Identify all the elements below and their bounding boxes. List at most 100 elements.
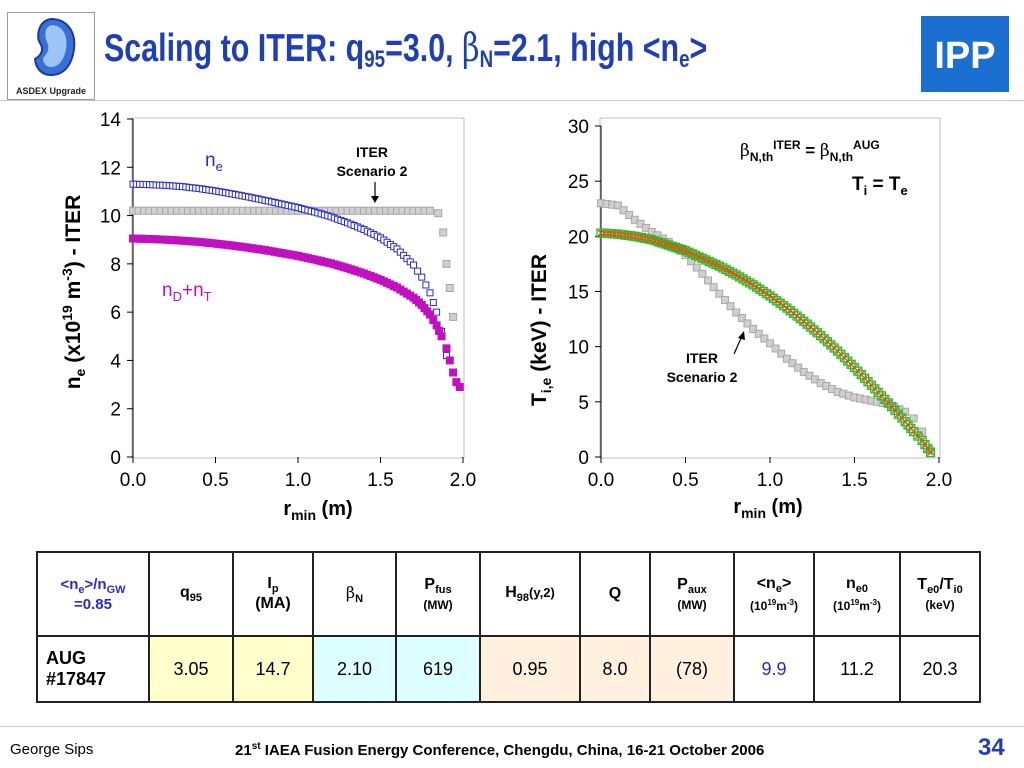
iter-temperature-point [743, 319, 752, 328]
iter-annotation-arrow [733, 335, 743, 355]
iter-temperature-point [788, 359, 797, 368]
iter-temperature-point [726, 302, 735, 311]
iter-temperature-point [777, 349, 786, 358]
asdex-upgrade-logo: ASDEX Upgrade [7, 12, 95, 100]
ne-point [426, 289, 434, 297]
nd-nt-point [449, 368, 458, 377]
iter-temperature-point [698, 269, 707, 278]
header-te0-ti0: Te0/Ti0 (keV) [899, 551, 981, 637]
iter-annotation-line2: Scenario 2 [667, 369, 738, 385]
iter-density-point [426, 206, 434, 215]
iter-density-point [434, 209, 443, 218]
ti-point [925, 447, 936, 458]
header-q95: q95 [148, 551, 234, 637]
te-point [742, 277, 750, 285]
te-point [773, 297, 781, 305]
iter-temperature-point [619, 206, 628, 215]
ti-point [903, 420, 913, 430]
iter-density-point [442, 259, 451, 268]
header-paux: Paux (MW) [649, 551, 735, 637]
left-x-axis-label: rmin (m) [283, 498, 352, 523]
x-tick-label: 1.0 [285, 470, 311, 491]
x-tick-label: 2.0 [450, 470, 476, 491]
iter-temperature-point [630, 215, 639, 224]
ti-point [900, 417, 910, 427]
x-tick-label: 0.0 [120, 470, 146, 491]
te-point [924, 445, 932, 452]
te-point [709, 259, 716, 267]
value-ne-avg: 9.9 [733, 635, 815, 703]
right-x-axis-label: rmin (m) [733, 496, 802, 521]
iter-density-point [439, 228, 448, 237]
te-point [918, 437, 926, 444]
temperature-profile-chart: 0 5 10 15 20 25 30 0.0 0.5 1.0 1.5 2.0 βN,thITER = … [528, 117, 952, 521]
te-point [749, 281, 757, 289]
row-label: AUG #17847 [36, 635, 150, 703]
y-tick-label: 20 [568, 227, 589, 248]
te-point [726, 267, 733, 275]
y-tick-label: 2 [110, 400, 121, 421]
ne-series-label: ne [205, 150, 223, 174]
y-tick-label: 25 [568, 172, 589, 193]
value-ip: 14.7 [232, 635, 314, 703]
ti-point [906, 423, 916, 433]
iter-temperature-point [625, 211, 634, 220]
y-tick-label: 4 [110, 351, 121, 372]
x-tick-label: 1.0 [757, 470, 783, 491]
header-divider [0, 100, 1024, 101]
page-number: 34 [978, 734, 1005, 761]
te-point [753, 283, 760, 291]
nd-nt-point [442, 344, 451, 353]
ne-point [410, 261, 417, 269]
y-tick-label: 15 [568, 283, 589, 304]
value-beta-n: 2.10 [312, 635, 397, 703]
te-point [759, 288, 767, 295]
logo-caption: ASDEX Upgrade [15, 86, 86, 96]
y-tick-label: 12 [100, 158, 121, 179]
te-point [682, 247, 689, 255]
parameter-table: <ne>/nGW =0.85 q95 Ip (MA) βN Pfus (MW) H98… [36, 551, 981, 703]
iter-temperature-point [715, 289, 724, 298]
te-point [695, 253, 703, 261]
iter-annotation-line1: ITER [686, 350, 718, 366]
iter-temperature-point [909, 414, 918, 423]
y-tick-label: 6 [110, 303, 121, 324]
x-tick-label: 0.5 [202, 470, 228, 491]
x-tick-label: 1.5 [841, 470, 867, 491]
y-tick-label: 10 [100, 207, 121, 228]
x-tick-label: 0.0 [588, 470, 614, 491]
value-q95: 3.05 [148, 635, 234, 703]
header-pfus: Pfus (MW) [395, 551, 481, 637]
nd-nt-series-label: nD+nT [162, 280, 212, 304]
te-point [685, 248, 693, 256]
te-point [732, 271, 740, 279]
plasma-cross-section-icon [33, 17, 76, 77]
header-ne-ngw: <ne>/nGW =0.85 [36, 551, 150, 637]
ne-point [429, 298, 437, 306]
iter-temperature-point [709, 283, 718, 292]
te-point [769, 294, 777, 302]
header-ne-avg: <ne> (1019m-3) [733, 551, 815, 637]
te-point [698, 254, 706, 262]
te-point [763, 290, 771, 298]
value-h98: 0.95 [479, 635, 581, 703]
density-profile-chart: 0 2 4 6 8 10 12 14 0.0 0.5 1.0 1.5 2.0 ne nD+nT ITER… [59, 110, 476, 523]
x-tick-label: 1.5 [367, 470, 393, 491]
te-point [712, 261, 720, 269]
x-tick-label: 2.0 [926, 470, 952, 491]
header-h98: H98(y,2) [479, 551, 581, 637]
te-point [688, 250, 696, 258]
iter-temperature-point [642, 223, 651, 232]
ti-te-annotation: Ti = Te [852, 174, 908, 198]
te-point [702, 256, 710, 264]
left-y-axis-label: ne (x1019 m-3) - ITER [59, 195, 88, 390]
iter-temperature-point [692, 263, 701, 272]
te-point [715, 262, 723, 270]
value-q: 8.0 [579, 635, 651, 703]
iter-annotation-arrowhead [371, 196, 379, 203]
table-header-row: <ne>/nGW =0.85 q95 Ip (MA) βN Pfus (MW) H98… [36, 551, 981, 637]
iter-temperature-point [749, 325, 758, 334]
beta-equality-annotation: βN,thITER = βN,thAUG [740, 138, 880, 164]
te-point [739, 275, 747, 283]
header-q: Q [579, 551, 651, 637]
